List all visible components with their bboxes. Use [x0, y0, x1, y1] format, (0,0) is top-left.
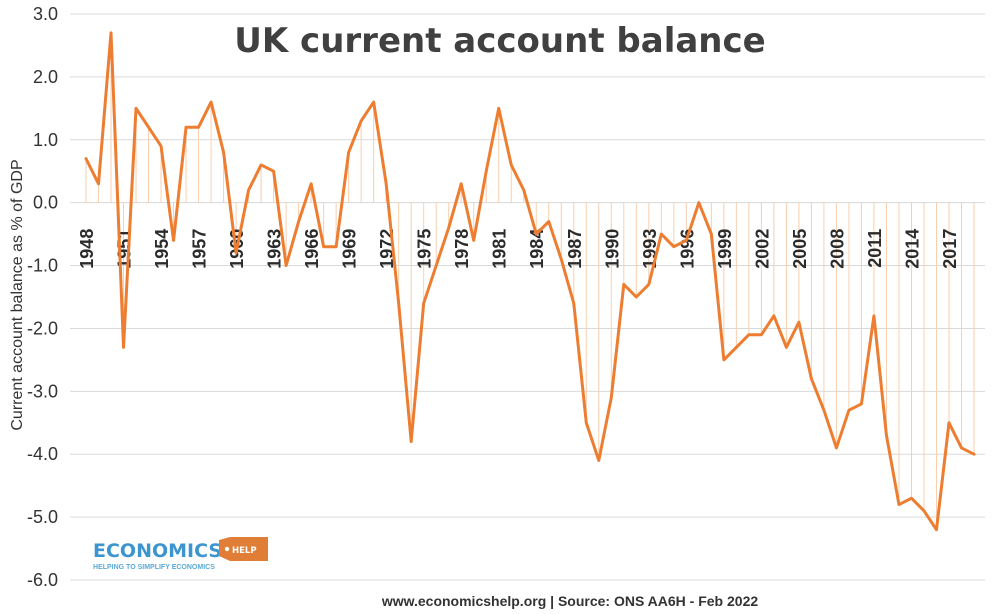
y-tick-labels: 3.0 2.0 1.0 0.0 -1.0 -2.0 -3.0 -4.0 -5.0 -6.0 [27, 4, 58, 590]
economics-help-logo: ECONOMICS HELP HELPING TO SIMPLIFY ECONO… [93, 537, 268, 571]
chart-title: UK current account balance [234, 21, 765, 61]
y-tick-label: 3.0 [33, 4, 58, 24]
logo-tag-text: HELP [232, 546, 257, 556]
x-tick-label: 1969 [340, 229, 360, 269]
logo-tag-hole [224, 546, 230, 552]
x-tick-label: 1984 [527, 229, 547, 269]
x-tick-label: 1996 [677, 229, 697, 269]
x-tick-label: 1975 [415, 229, 435, 269]
logo-tagline: HELPING TO SIMPLIFY ECONOMICS [93, 564, 215, 571]
x-tick-label: 1987 [565, 229, 585, 269]
series-line [84, 31, 976, 532]
y-tick-label: 2.0 [33, 67, 58, 87]
x-tick-label: 2014 [902, 229, 922, 269]
y-tick-label: -5.0 [27, 507, 58, 527]
y-tick-label: 0.0 [33, 193, 58, 213]
y-tick-label: -6.0 [27, 570, 58, 590]
x-tick-label: 1981 [490, 229, 510, 269]
source-note: www.economicshelp.org | Source: ONS AA6H… [381, 593, 759, 609]
y-tick-label: -3.0 [27, 381, 58, 401]
y-tick-label: 1.0 [33, 130, 58, 150]
x-tick-label: 1957 [190, 229, 210, 269]
x-tick-label: 1954 [152, 229, 172, 269]
x-tick-label: 1966 [302, 229, 322, 269]
x-tick-label: 1999 [715, 229, 735, 269]
y-tick-label: -2.0 [27, 318, 58, 338]
x-tick-label: 1948 [77, 229, 97, 269]
x-tick-label: 2017 [940, 229, 960, 269]
drop-lines [85, 32, 975, 530]
x-tick-label: 2002 [752, 229, 772, 269]
gridlines [70, 13, 985, 581]
y-axis-label: Current account balance as % of GDP [9, 159, 26, 430]
logo-wordmark: ECONOMICS [93, 540, 222, 562]
x-tick-label: 1978 [452, 229, 472, 269]
x-tick-label: 2011 [865, 229, 885, 268]
y-tick-label: -1.0 [27, 256, 58, 276]
x-tick-label: 1990 [602, 229, 622, 269]
logo-tag-shape [219, 537, 268, 561]
y-tick-label: -4.0 [27, 444, 58, 464]
x-tick-label: 2008 [827, 229, 847, 269]
x-tick-label: 2005 [790, 229, 810, 269]
x-tick-label: 1951 [115, 229, 135, 269]
x-tick-label: 1963 [265, 229, 285, 269]
x-tick-labels: 1948 1951 1954 1957 1960 1963 1966 1969 1972 1975… [77, 229, 960, 269]
